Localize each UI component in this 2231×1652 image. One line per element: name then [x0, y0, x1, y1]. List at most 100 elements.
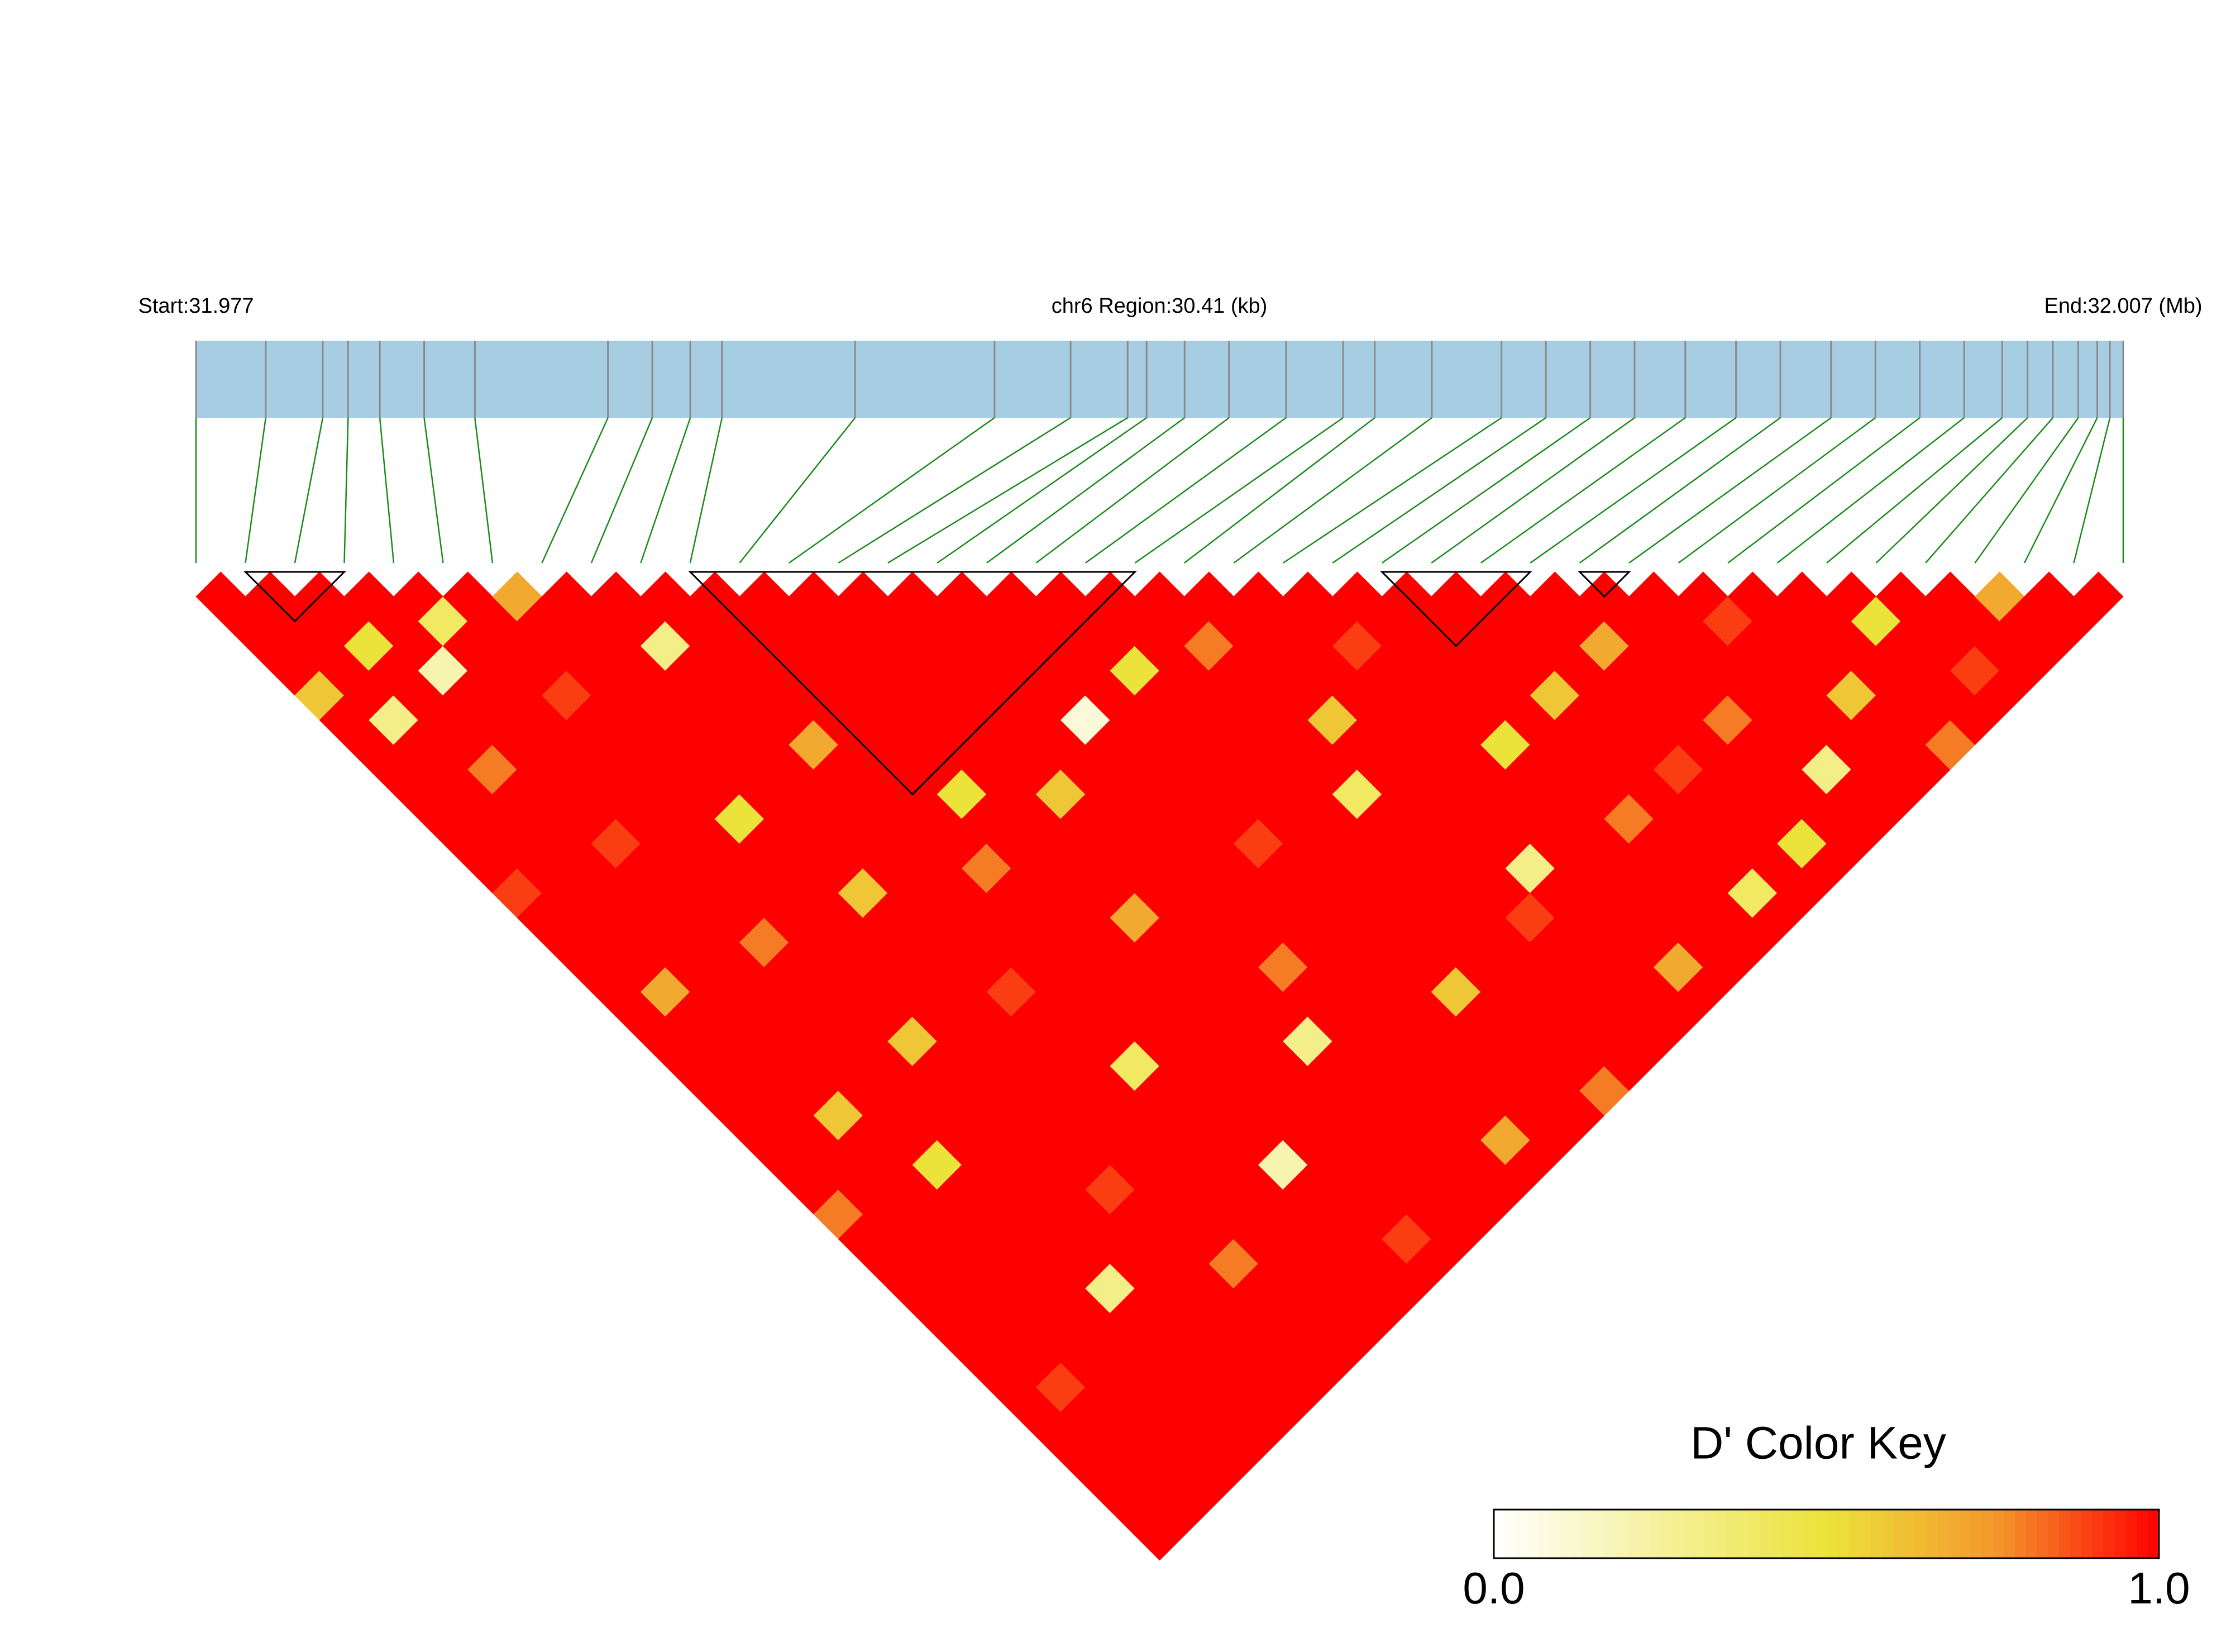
ld-cell [690, 818, 740, 869]
ld-cell [838, 571, 888, 622]
ld-cell [1505, 695, 1555, 746]
ld-cell [492, 571, 543, 622]
ld-cell [838, 769, 888, 820]
ld-cell [838, 967, 888, 1017]
ld-cell [739, 917, 790, 968]
ld-cell [813, 744, 864, 795]
ld-cell [813, 843, 864, 894]
ld-cell [1208, 744, 1259, 795]
ld-cell [838, 818, 888, 869]
legend-swatch [1937, 1510, 1949, 1558]
ld-cell [1530, 719, 1580, 770]
ld-cell [739, 769, 790, 820]
snp-connector [1974, 417, 2079, 564]
ld-cell [566, 843, 617, 894]
ld-cell [1505, 646, 1555, 696]
legend-swatch [1993, 1510, 2004, 1558]
ld-cell [714, 744, 765, 795]
legend-swatch [1737, 1510, 1750, 1558]
ld-cell [739, 868, 790, 919]
snp-connector [1727, 417, 1921, 564]
ld-cell [1035, 670, 1086, 721]
ld-cell [195, 571, 246, 622]
snp-connector [789, 417, 995, 564]
legend-swatch [2048, 1510, 2060, 1558]
ld-cell [640, 917, 691, 968]
ld-cell [838, 1115, 888, 1166]
legend-swatch [1549, 1510, 1561, 1558]
ld-cell [615, 744, 666, 795]
ld-cell [1727, 620, 1778, 671]
ld-cell [838, 620, 888, 671]
ld-cell [690, 868, 740, 919]
legend-swatch [1815, 1510, 1827, 1558]
snp-connector [739, 417, 856, 564]
ld-cell [1060, 843, 1111, 894]
snp-connector [937, 417, 1147, 564]
ld-cell [1505, 892, 1555, 943]
legend-swatch [1837, 1510, 1849, 1558]
ld-cell [1727, 571, 1778, 622]
ld-cell [739, 818, 790, 869]
ld-cell [1776, 571, 1827, 622]
ld-cell [937, 917, 987, 968]
ld-cell [838, 868, 888, 919]
ld-cell [1900, 744, 1951, 795]
ld-cell [418, 646, 469, 696]
ld-cell [937, 1115, 987, 1166]
snp-connector [474, 417, 494, 564]
ld-cell [1530, 967, 1580, 1017]
ld-cell [1530, 620, 1580, 671]
ld-cell [1332, 1312, 1383, 1363]
snp-connector [640, 417, 691, 564]
legend-swatch [2025, 1510, 2038, 1558]
ld-cell [1530, 917, 1580, 968]
ld-cell [1283, 571, 1333, 622]
ld-cell [690, 670, 740, 721]
ld-cell [739, 1016, 790, 1067]
ld-cell [690, 1016, 740, 1067]
legend-swatch [1826, 1510, 1838, 1558]
ld-cell [1727, 818, 1778, 869]
legend-swatch [2125, 1510, 2137, 1558]
ld-cell [1332, 620, 1383, 671]
ld-cell [467, 646, 518, 696]
ld-cell [1035, 769, 1086, 820]
ld-cell [1703, 942, 1753, 992]
ld-cell [1505, 991, 1555, 1042]
legend-swatch [2059, 1510, 2071, 1558]
snp-connector [1183, 417, 1375, 564]
snp-connector [1431, 417, 1635, 564]
ld-cell [640, 868, 691, 919]
ld-cell [541, 670, 592, 721]
ld-cell [1703, 744, 1753, 795]
legend-swatch [1494, 1510, 1506, 1558]
legend-swatch [1516, 1510, 1528, 1558]
ld-cell [1332, 769, 1383, 820]
legend-swatch [1793, 1510, 1805, 1558]
legend-swatch [1749, 1510, 1760, 1558]
legend-swatch [2114, 1510, 2126, 1558]
snp-connector [887, 417, 1128, 564]
ld-cell [1332, 818, 1383, 869]
ld-cell [640, 719, 691, 770]
ld-cell [369, 646, 419, 696]
snp-connector [2073, 417, 2111, 564]
ld-cell [640, 620, 691, 671]
ld-cell [1505, 744, 1555, 795]
start-label: Start:31.977 [138, 294, 254, 318]
ld-cell [393, 571, 444, 622]
snp-connector [1480, 417, 1686, 564]
legend-swatch [1504, 1510, 1517, 1558]
legend-swatch [2103, 1510, 2115, 1558]
legend-swatch [1782, 1510, 1794, 1558]
ld-cell [541, 818, 592, 869]
ld-cell [739, 1115, 790, 1166]
ld-cell [1727, 719, 1778, 770]
legend-swatch [2004, 1510, 2015, 1558]
ld-cell [442, 571, 493, 622]
ld-cell [1307, 843, 1358, 894]
snp-connector [838, 417, 1071, 564]
ld-cell [1332, 967, 1383, 1017]
snp-connector [986, 417, 1186, 564]
